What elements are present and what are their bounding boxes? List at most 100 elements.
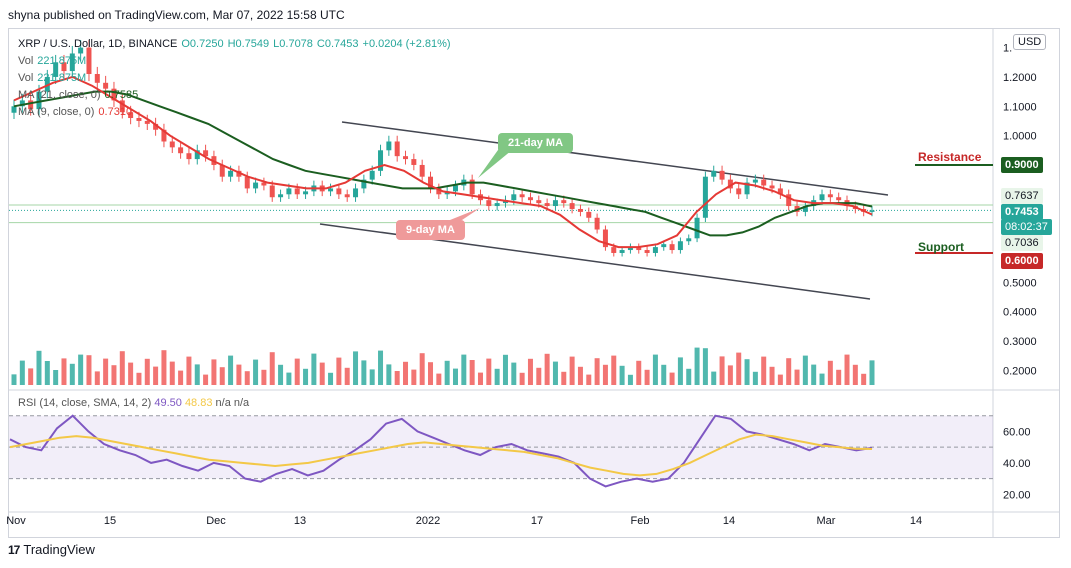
volume-bar [178, 370, 184, 385]
candle-body [694, 217, 700, 239]
volume-bar [153, 366, 159, 385]
volume-bar [61, 358, 67, 385]
candle-body [511, 194, 517, 201]
candle-body [361, 179, 367, 189]
candle-body [819, 194, 825, 201]
candle-body [353, 188, 359, 198]
rsi-tick-label: 20.00 [1003, 489, 1031, 501]
volume-bar [11, 374, 17, 385]
ma9-callout-pointer [450, 208, 480, 220]
volume-bar [186, 356, 192, 385]
ma9-label[interactable]: MA (9, close, 0) [18, 106, 95, 118]
volume-bar [28, 368, 34, 385]
candle-body [386, 141, 392, 151]
countdown-tag: 08:02:37 [1001, 219, 1052, 235]
candle-body [269, 185, 275, 198]
volume-bar [244, 371, 250, 385]
tradingview-brand[interactable]: TradingView [23, 542, 95, 557]
volume-bar [286, 372, 292, 385]
candle-body [19, 100, 25, 107]
volume-bar [419, 353, 425, 385]
volume-bar [428, 362, 434, 385]
volume-bar [303, 368, 309, 385]
candle-body [752, 179, 758, 183]
candle-body [719, 170, 725, 180]
volume-bar [311, 353, 317, 385]
candle-body [677, 241, 683, 251]
candle-body [203, 150, 209, 157]
candle-body [611, 247, 617, 253]
candle-body [619, 250, 625, 253]
ma21-label[interactable]: MA (21, close, 0) [18, 89, 101, 101]
candle-body [86, 47, 92, 75]
low-value: L0.7078 [273, 38, 313, 50]
volume-bar [852, 364, 858, 385]
footer: 17 TradingView [8, 542, 95, 557]
candle-body [78, 47, 84, 54]
candle-body [53, 62, 59, 77]
volume-bar [644, 369, 650, 385]
candle-body [244, 176, 250, 189]
volume-bar [78, 354, 84, 385]
candle-body [336, 188, 342, 195]
volume-bar [194, 364, 200, 385]
volume-bar [711, 371, 717, 385]
vol-label: Vol [18, 55, 34, 67]
rsi-tick-label: 40.00 [1003, 458, 1031, 470]
candle-body [278, 194, 284, 198]
currency-button[interactable]: USD [1013, 34, 1047, 50]
candle-body [786, 194, 792, 207]
volume-bar [261, 369, 267, 385]
high-value: H0.7549 [227, 38, 270, 50]
volume-bar [619, 365, 625, 385]
candle-body [494, 203, 500, 207]
candle-body [228, 170, 234, 177]
tradingview-logo-icon[interactable]: 17 [8, 542, 20, 557]
volume-bar [594, 358, 600, 385]
volume-bar [94, 371, 100, 385]
candle-body [261, 182, 267, 186]
volume-bar [53, 370, 59, 385]
candle-body [186, 153, 192, 160]
candle-body [736, 188, 742, 195]
time-tick-label: 15 [104, 515, 116, 527]
candle-body [419, 164, 425, 177]
volume-bar [611, 355, 617, 385]
candle-body [827, 194, 833, 198]
candle-body [802, 206, 808, 212]
ma21-line [13, 90, 873, 237]
price-tick-label: 0.4000 [1003, 307, 1037, 319]
ma21-value: 0.7585 [104, 89, 139, 101]
candle-body [136, 118, 142, 121]
volume-bar [694, 347, 700, 385]
candle-body [236, 170, 242, 177]
volume-bar [636, 360, 642, 385]
volume-bar [569, 356, 575, 385]
support-label: Support [918, 240, 964, 254]
price-tick-label: 1. [1003, 43, 1012, 55]
volume-bar [786, 358, 792, 385]
rsi-title[interactable]: RSI (14, close, SMA, 14, 2) [18, 397, 152, 409]
candle-body [286, 188, 292, 195]
volume-bar [411, 369, 417, 385]
volume-bar [561, 371, 567, 385]
candle-body [644, 250, 650, 253]
candle-body [144, 120, 150, 124]
volume-bar [19, 360, 25, 385]
candle-body [178, 147, 184, 154]
rsi-sma-line [9, 433, 873, 477]
candle-body [636, 247, 642, 251]
chart-frame[interactable] [8, 28, 1060, 538]
volume-bar [494, 368, 500, 385]
volume-bar [444, 360, 450, 385]
candle-body [452, 185, 458, 192]
candle-body [602, 229, 608, 248]
volume-bar [661, 364, 667, 385]
symbol-label[interactable]: XRP / U.S. Dollar, 1D, BINANCE [18, 38, 178, 50]
volume-bar [103, 358, 109, 385]
candle-body [594, 217, 600, 230]
volume-bar [552, 361, 558, 385]
candle-body [28, 100, 34, 110]
time-tick-label: Nov [6, 515, 26, 527]
